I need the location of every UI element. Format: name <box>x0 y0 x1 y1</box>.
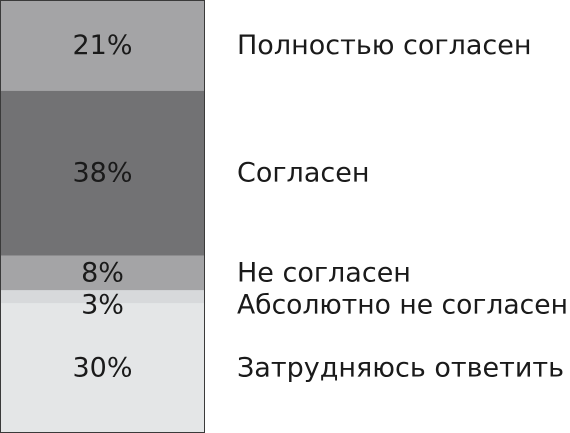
value-label: 21% <box>72 30 132 61</box>
bar-segment <box>0 255 205 291</box>
value-label: 3% <box>81 289 124 320</box>
bar-segment <box>0 0 205 92</box>
category-label: Не согласен <box>237 257 411 288</box>
value-label: 8% <box>81 257 124 288</box>
value-label: 38% <box>72 158 132 189</box>
bar-segment <box>0 303 205 433</box>
category-labels: Полностью согласен Согласен Не согласенАбс… <box>237 30 568 384</box>
category-label: Полностью согласен <box>237 30 532 61</box>
bar-segment <box>0 90 205 256</box>
category-label: Абсолютно не согласен <box>237 289 568 320</box>
value-labels: 21% 38% 8%3% 30% <box>72 30 132 384</box>
bar-segments <box>0 0 205 433</box>
value-label: 30% <box>72 353 132 384</box>
category-label: Согласен <box>237 158 369 189</box>
bar-segment <box>0 290 205 304</box>
category-label: Затрудняюсь ответить <box>237 353 564 384</box>
